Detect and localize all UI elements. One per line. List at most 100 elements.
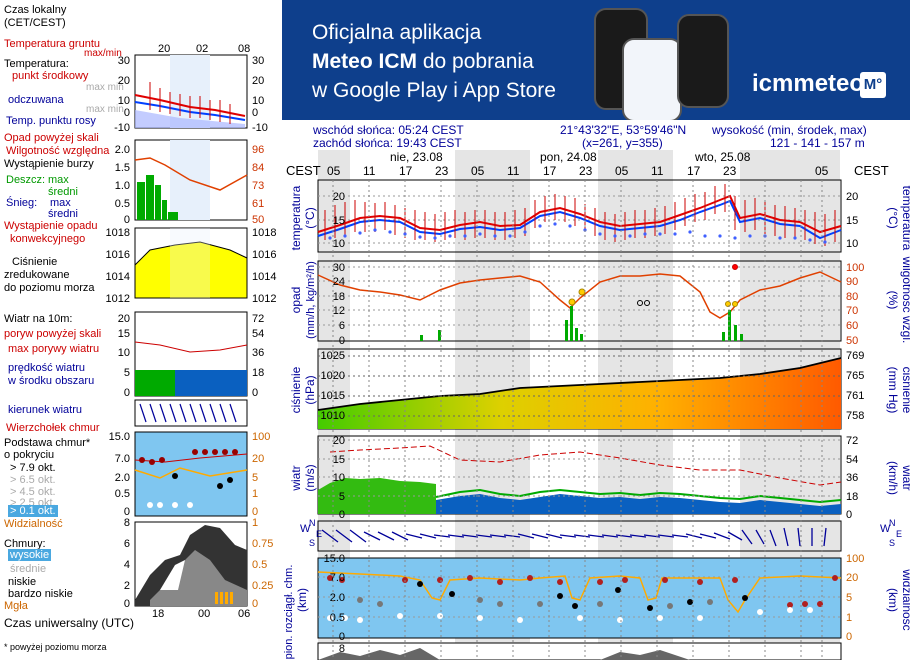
legend-mini-charts: 20 02 08 30 20 10 0 -10 30 20 10 0 -10	[106, 43, 277, 620]
legend-cover-tick-r: 0.25	[252, 580, 273, 592]
legend-vis-tick: 0	[252, 506, 258, 518]
app-promo-banner[interactable]: Oficjalna aplikacja Meteo ICM do pobrani…	[282, 0, 910, 120]
wind-axis-label-r: wiatr	[900, 464, 910, 490]
cloud-tick: 7.0	[330, 572, 345, 584]
hum-axis-label: wilgotność wzgl.	[900, 256, 910, 344]
wind-tick: 10	[333, 472, 345, 484]
vis-tick: 5	[846, 592, 852, 604]
cover-tick: 8	[339, 643, 345, 655]
humidity-line	[317, 271, 842, 319]
hour-label: 11	[507, 164, 520, 178]
elevation-label: wysokość (min, środek, max)	[712, 123, 867, 137]
wind-tick: 15	[333, 454, 345, 466]
banner-line2: Meteo ICM do pobrania	[312, 47, 556, 76]
legend-wind-speed: prędkość wiatru	[8, 362, 86, 374]
grid-text: (x=261, y=355)	[582, 136, 663, 150]
cloud-tick: 15.0	[324, 553, 345, 565]
cloud-base-dots-dark	[417, 581, 748, 611]
cloud-cover-panel	[317, 642, 842, 660]
gust-line	[329, 445, 842, 486]
precip-tick: 12	[333, 305, 345, 317]
svg-text:E: E	[316, 529, 322, 539]
hum-tick: 70	[846, 305, 858, 317]
legend-cover-tick-r: 0	[252, 598, 258, 610]
legend-press-tick-r: 1014	[252, 271, 276, 283]
legend-temp-tick: 10	[118, 95, 130, 107]
legend-footnote: * powyżej poziomu morza	[4, 642, 107, 652]
hour-label: 23	[723, 164, 737, 178]
legend-temp-tick-r: 20	[252, 75, 264, 87]
press-tick: 1015	[321, 390, 345, 402]
legend-time-utc: Czas uniwersalny (UTC)	[4, 616, 135, 630]
wind-ticks-right: 72 54 36 18 0	[846, 435, 858, 521]
legend-cloud-tick: 15.0	[109, 431, 130, 443]
legend-wind-tick: 10	[118, 347, 130, 359]
legend-humidity: Wilgotność względna	[6, 145, 110, 157]
cloud-axis-unit: (km)	[295, 588, 309, 612]
wind-speed-line	[435, 488, 842, 504]
legend-clouds-high: wysokie	[8, 549, 52, 561]
day-label: wto, 25.08	[694, 150, 751, 164]
wind-ticks-left: 20 15 10 5 0	[333, 435, 345, 521]
legend-clouds: Chmury:	[4, 538, 46, 550]
legend-pressure: Ciśnienie	[12, 256, 58, 268]
rain-bars	[420, 306, 743, 341]
legend-snow-mean: średni	[48, 208, 78, 220]
precip-gridlines	[318, 266, 841, 326]
icmmeteo-logo-badge: M°	[860, 72, 886, 98]
legend-wind-speed2: w środku obszaru	[8, 375, 95, 387]
press-tick-r: 765	[846, 370, 864, 382]
legend-gust-max: max porywy wiatru	[8, 343, 100, 355]
vis-axis-label: widzialność	[900, 568, 910, 630]
banner-brand: Meteo ICM	[312, 50, 417, 73]
hour-labels: 05 11 17 23 05 11 17 23 05 11 17 23 05	[327, 164, 829, 178]
svg-text:N: N	[889, 518, 896, 528]
legend-bottom-tick: 06	[238, 608, 250, 620]
legend-temp-tick: -10	[114, 122, 130, 134]
wind-tick-r: 18	[846, 491, 858, 503]
legend-temp-tick: 0	[124, 107, 130, 119]
wind-speed-fill-green	[318, 478, 436, 514]
cloud-base-dots-grey	[357, 597, 713, 609]
wind-tick: 0	[339, 509, 345, 521]
legend-top-tick: 20	[158, 43, 170, 55]
cloud-ticks-left: 15.0 7.0 2.0 0.5 0	[324, 553, 345, 643]
legend-vis-tick: 100	[252, 431, 270, 443]
wind-tick-r: 36	[846, 472, 858, 484]
day-labels: nie, 23.08 pon, 24.08 wto, 25.08	[390, 150, 751, 164]
temp-center-line	[317, 199, 842, 240]
legend-temp-tick-r: -10	[252, 122, 268, 134]
hour-label: 23	[435, 164, 449, 178]
temp-ticks-right: 20 15 10	[846, 191, 858, 250]
cloud-tick: 0	[339, 631, 345, 643]
phone-image	[622, 38, 682, 120]
legend-wind-tick: 5	[124, 367, 130, 379]
legend-precip-tick: 1.5	[115, 162, 130, 174]
cloud-gridlines	[318, 576, 841, 618]
press-tick-r: 769	[846, 350, 864, 362]
legend-wind-tick-r: 36	[252, 347, 264, 359]
precip-tick: 30	[333, 262, 345, 274]
legend-press-tick: 1018	[106, 227, 130, 239]
legend-vis-tick: 1	[252, 488, 258, 500]
press-tick: 1010	[321, 410, 345, 422]
legend-bottom-tick: 18	[152, 608, 164, 620]
banner-text: Oficjalna aplikacja Meteo ICM do pobrani…	[312, 18, 556, 105]
legend-cover-tick-r: 0.5	[252, 559, 267, 571]
legend-temp-center: punkt środkowy	[12, 70, 89, 82]
vis-axis-unit: (km)	[886, 588, 900, 612]
cloud-tick: 2.0	[330, 592, 345, 604]
legend-press-tick: 1016	[106, 249, 130, 261]
legend-wind-tick-r: 0	[252, 387, 258, 399]
legend-clouds-low: niskie	[8, 576, 37, 588]
legend-cloud-base: Podstawa chmur*	[4, 437, 91, 449]
legend-okt-65: > 6.5 okt.	[10, 474, 56, 486]
legend-time-local-sub: (CET/CEST)	[4, 17, 66, 29]
temp-tick: 20	[333, 191, 345, 203]
banner-line3: w Google Play i App Store	[312, 79, 556, 102]
legend-cover-tick: 8	[124, 517, 130, 529]
legend-clouds-mid: średnie	[10, 563, 47, 575]
hour-label: 11	[363, 164, 376, 178]
wind-axis-unit-r: (km/h)	[886, 461, 900, 495]
precip-tick: 0	[339, 335, 345, 347]
